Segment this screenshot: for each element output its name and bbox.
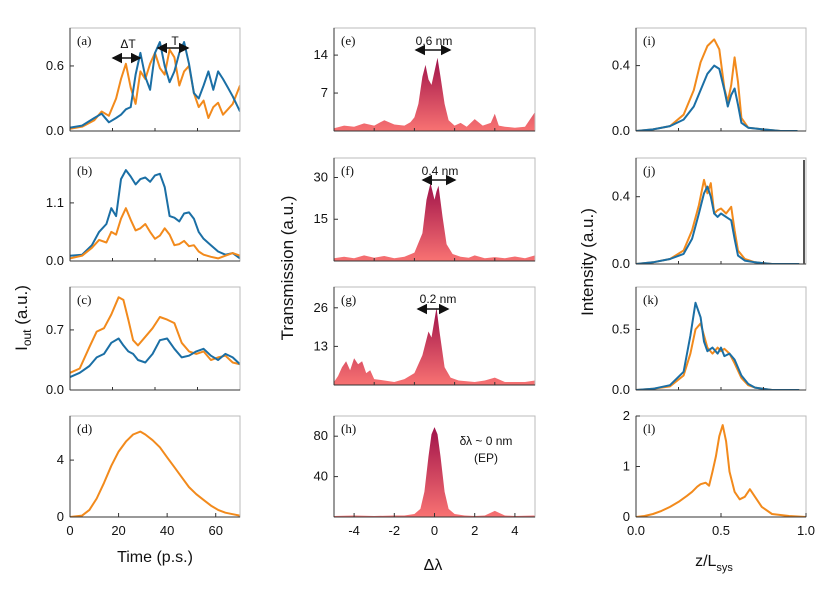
plot-frame [635,286,807,391]
series-line-orange [636,424,806,517]
series-line-blue [70,41,240,129]
series-line-blue [636,64,798,131]
y-tick-label: 15 [314,211,328,226]
annotation-text: 0.2 nm [420,292,457,306]
plot-frame [69,286,241,391]
panel-label: (d) [77,421,92,436]
panel-h: 40 80 -4 -2 0 2 4 (h) δλ ~ 0 nm (EP) [314,415,536,538]
series-line-orange [636,38,798,131]
y-tick-label: 0.0 [46,382,64,397]
x-tick-label: 0.5 [712,523,730,538]
panel-g: 13 26 (g) 0.2 nm [314,286,536,386]
panel-label: (f) [341,163,354,178]
y-tick-label: 2 [623,408,630,423]
plot-frame [69,157,241,262]
y-tick-label: 0.4 [612,58,630,73]
panel-k: 0.0 0.5 (k) [612,286,807,397]
panel-i: 0.0 0.4 (i) [612,27,807,138]
y-tick-label: 0.5 [612,321,630,336]
y-tick-label: 7 [321,85,328,100]
mid-y-label: Transmission (a.u.) [278,196,297,341]
right-x-label: z/Lsys [695,553,733,574]
right-y-label: Intensity (a.u.) [578,208,597,316]
y-tick-label: 26 [314,300,328,315]
panel-d: 040 20 40 60(d) [57,415,241,538]
y-tick-label: 0.0 [612,382,630,397]
series-line-orange [70,48,240,130]
panel-label: (a) [77,33,91,48]
y-tick-label: 0.4 [612,189,630,204]
annotation-text: ΔT [120,37,136,51]
x-tick-label: 1.0 [797,523,815,538]
panel-label: (k) [643,292,658,307]
y-tick-label: 1.1 [46,195,64,210]
panel-j: 0.0 0.4 (j) [612,157,807,271]
panel-label: (e) [341,33,355,48]
y-tick-label: 0.0 [612,256,630,271]
panel-label: (b) [77,163,92,178]
panel-e: 7 14 (e) 0.6 nm [314,27,536,132]
x-tick-label: 0 [66,523,73,538]
y-tick-label: 30 [314,169,328,184]
panel-label: (i) [643,33,655,48]
y-tick-label: 4 [57,452,64,467]
x-tick-label: 0.0 [627,523,645,538]
x-tick-label: -2 [389,523,401,538]
x-tick-label: 40 [160,523,174,538]
series-line-orange [70,430,240,517]
spectrum-area [334,183,535,261]
panel-label: (h) [341,421,356,436]
panel-f: 15 30 (f) 0.4 nm [314,157,536,262]
x-tick-label: 0 [431,523,438,538]
y-tick-label: 13 [314,338,328,353]
y-tick-label: 0.0 [46,123,64,138]
x-tick-label: 20 [111,523,125,538]
series-line-blue [70,169,240,260]
series-line-orange [70,296,240,374]
panel-label: (c) [77,292,91,307]
spectrum-area [334,427,535,517]
annotation-text: T [171,34,179,48]
y-tick-label: 0 [623,509,630,524]
x-tick-label: 60 [208,523,222,538]
series-line-orange [636,178,800,264]
series-line-orange [70,207,240,260]
panel-label: (j) [643,163,655,178]
y-tick-label: 40 [314,469,328,484]
annotation-text: δλ ~ 0 nm [460,434,513,448]
left-x-label: Time (p.s.) [117,549,193,566]
x-tick-label: -4 [348,523,360,538]
y-tick-label: 0.0 [612,123,630,138]
annotation-text: 0.4 nm [422,164,459,178]
y-tick-label: 14 [314,47,328,62]
panel-a: 0.0 0.6 (a) ΔT T [46,27,241,138]
panel-label: (g) [341,292,356,307]
panel-l: 0 1 2 0.0 0.5 1.0 (l) [623,408,815,538]
series-line-blue [70,337,240,379]
spectrum-area [334,57,535,131]
panel-b: 0.0 1.1 (b) [46,157,241,268]
annotation-text: (EP) [474,451,498,465]
series-line-blue [636,185,800,264]
y-tick-label: 0 [57,509,64,524]
panel-label: (l) [643,421,655,436]
y-tick-label: 80 [314,428,328,443]
series-line-blue [636,301,800,390]
y-tick-label: 0.6 [46,58,64,73]
y-tick-label: 0.7 [46,322,64,337]
y-tick-label: 1 [623,459,630,474]
spectrum-area [334,307,535,385]
x-tick-label: 4 [511,523,518,538]
plot-frame [69,27,241,132]
left-y-label: Iout (a.u.) [12,285,34,351]
panel-c: 0.0 0.7 (c) [46,286,241,397]
plot-frame [635,157,807,265]
y-tick-label: 0.0 [46,253,64,268]
annotation-text: 0.6 nm [416,34,453,48]
mid-x-label: Δλ [424,557,443,574]
x-tick-label: 2 [471,523,478,538]
series-line-orange [636,322,800,390]
